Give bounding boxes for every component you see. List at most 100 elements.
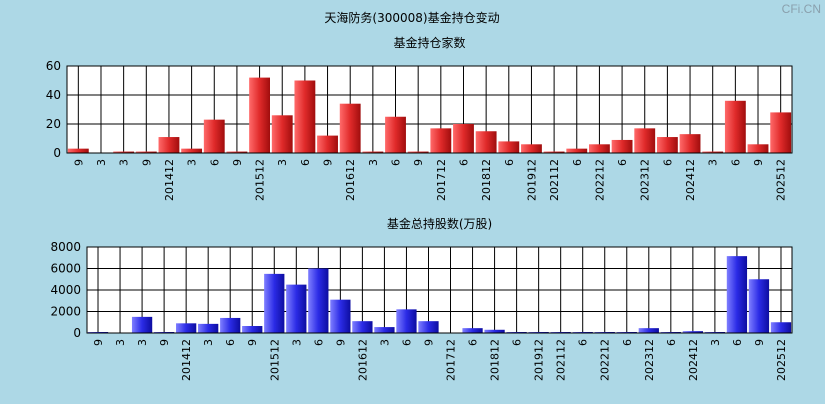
watermark: CFi.CN (781, 2, 821, 16)
shares-x-tick-label: 6 (400, 339, 413, 346)
shares-x-tick-label: 202212 (599, 339, 612, 381)
count-bar (679, 134, 701, 153)
count-bar (317, 135, 338, 153)
count-x-tick-label: 6 (390, 159, 403, 166)
shares-bar (176, 323, 197, 333)
count-bar (770, 112, 792, 153)
shares-x-tick-label: 202512 (775, 339, 788, 381)
count-bar (656, 137, 678, 153)
count-x-tick-label: 3 (276, 159, 289, 166)
count-bar (521, 144, 542, 153)
count-bar (611, 139, 633, 153)
count-x-tick-label: 6 (503, 159, 516, 166)
shares-x-tick-label: 9 (334, 339, 347, 346)
count-bar (181, 148, 203, 153)
count-y-tick-label: 60 (46, 59, 61, 73)
shares-bar (220, 317, 241, 333)
count-x-tick-label: 202212 (593, 159, 606, 201)
shares-bar (131, 316, 153, 333)
count-bar (634, 128, 656, 153)
shares-bar (374, 327, 395, 333)
shares-x-tick-label: 9 (246, 339, 259, 346)
count-x-tick-label: 202512 (775, 159, 788, 201)
count-x-tick-label: 6 (457, 159, 470, 166)
count-bar (67, 148, 89, 153)
shares-x-tick-label: 6 (621, 339, 634, 346)
count-bar (724, 100, 746, 153)
shares-x-tick-label: 9 (158, 339, 171, 346)
page-title: 天海防务(300008)基金持仓变动 (324, 10, 499, 25)
shares-x-tick-label: 3 (136, 339, 149, 346)
count-x-tick-label: 6 (729, 159, 742, 166)
count-x-tick-label: 9 (752, 159, 765, 166)
count-x-tick-label: 201712 (435, 159, 448, 201)
shares-bar (638, 328, 659, 333)
shares-x-tick-label: 6 (511, 339, 524, 346)
count-y-tick-label: 40 (46, 88, 61, 102)
shares-bar (330, 299, 351, 333)
count-chart-title: 基金持仓家数 (393, 35, 465, 50)
shares-x-tick-label: 6 (312, 339, 325, 346)
shares-y-tick-label: 0 (73, 326, 81, 340)
count-bar (362, 151, 384, 153)
shares-bar (286, 284, 307, 333)
shares-x-tick-label: 6 (577, 339, 590, 346)
shares-bar (352, 321, 373, 333)
shares-chart-title: 基金总持股数(万股) (387, 216, 492, 231)
count-x-tick-label: 6 (661, 159, 674, 166)
count-bar (702, 151, 724, 153)
shares-bar (242, 326, 263, 333)
shares-x-tick-label: 201812 (489, 339, 502, 381)
shares-bar (198, 323, 219, 333)
count-bar (158, 137, 180, 153)
count-bar (566, 148, 588, 153)
shares-y-tick-label: 8000 (50, 240, 81, 254)
shares-bar (418, 321, 439, 333)
count-bar (271, 115, 293, 153)
shares-x-tick-label: 6 (665, 339, 678, 346)
shares-x-tick-label: 201412 (180, 339, 193, 381)
count-bar (498, 141, 520, 153)
count-x-tick-label: 201812 (480, 159, 493, 201)
shares-x-tick-label: 3 (709, 339, 722, 346)
shares-x-tick-label: 9 (422, 339, 435, 346)
count-bar (430, 128, 452, 153)
count-bar (113, 151, 135, 153)
shares-x-tick-label: 3 (378, 339, 391, 346)
shares-y-tick-label: 4000 (50, 283, 81, 297)
count-bar (249, 77, 270, 153)
count-x-tick-label: 3 (367, 159, 380, 166)
count-x-tick-label: 9 (72, 159, 85, 166)
shares-x-tick-label: 201512 (268, 339, 281, 381)
count-bar (226, 151, 248, 153)
shares-bar (396, 309, 417, 333)
count-bar (385, 116, 406, 153)
count-x-tick-label: 201912 (525, 159, 538, 201)
count-bar (589, 144, 610, 153)
count-bar (747, 144, 769, 153)
count-y-tick-label: 20 (46, 117, 61, 131)
shares-x-tick-label: 3 (114, 339, 127, 346)
count-x-tick-label: 202412 (684, 159, 697, 201)
count-x-tick-label: 9 (322, 159, 335, 166)
shares-x-tick-label: 202412 (687, 339, 700, 381)
count-x-tick-label: 3 (707, 159, 720, 166)
count-x-tick-label: 201512 (254, 159, 267, 201)
count-x-tick-label: 3 (95, 159, 108, 166)
shares-y-tick-label: 6000 (50, 262, 81, 276)
shares-bar (726, 256, 748, 333)
shares-bar (308, 268, 329, 333)
count-x-tick-label: 3 (186, 159, 199, 166)
count-x-tick-label: 202312 (639, 159, 652, 201)
count-x-tick-label: 9 (231, 159, 244, 166)
shares-x-tick-label: 202112 (555, 339, 568, 381)
count-x-tick-label: 6 (299, 159, 312, 166)
shares-x-tick-label: 202312 (643, 339, 656, 381)
shares-bar (748, 279, 770, 333)
count-bar (407, 151, 429, 153)
count-x-tick-label: 201612 (344, 159, 357, 201)
count-bar (203, 119, 225, 153)
shares-x-tick-label: 3 (202, 339, 215, 346)
